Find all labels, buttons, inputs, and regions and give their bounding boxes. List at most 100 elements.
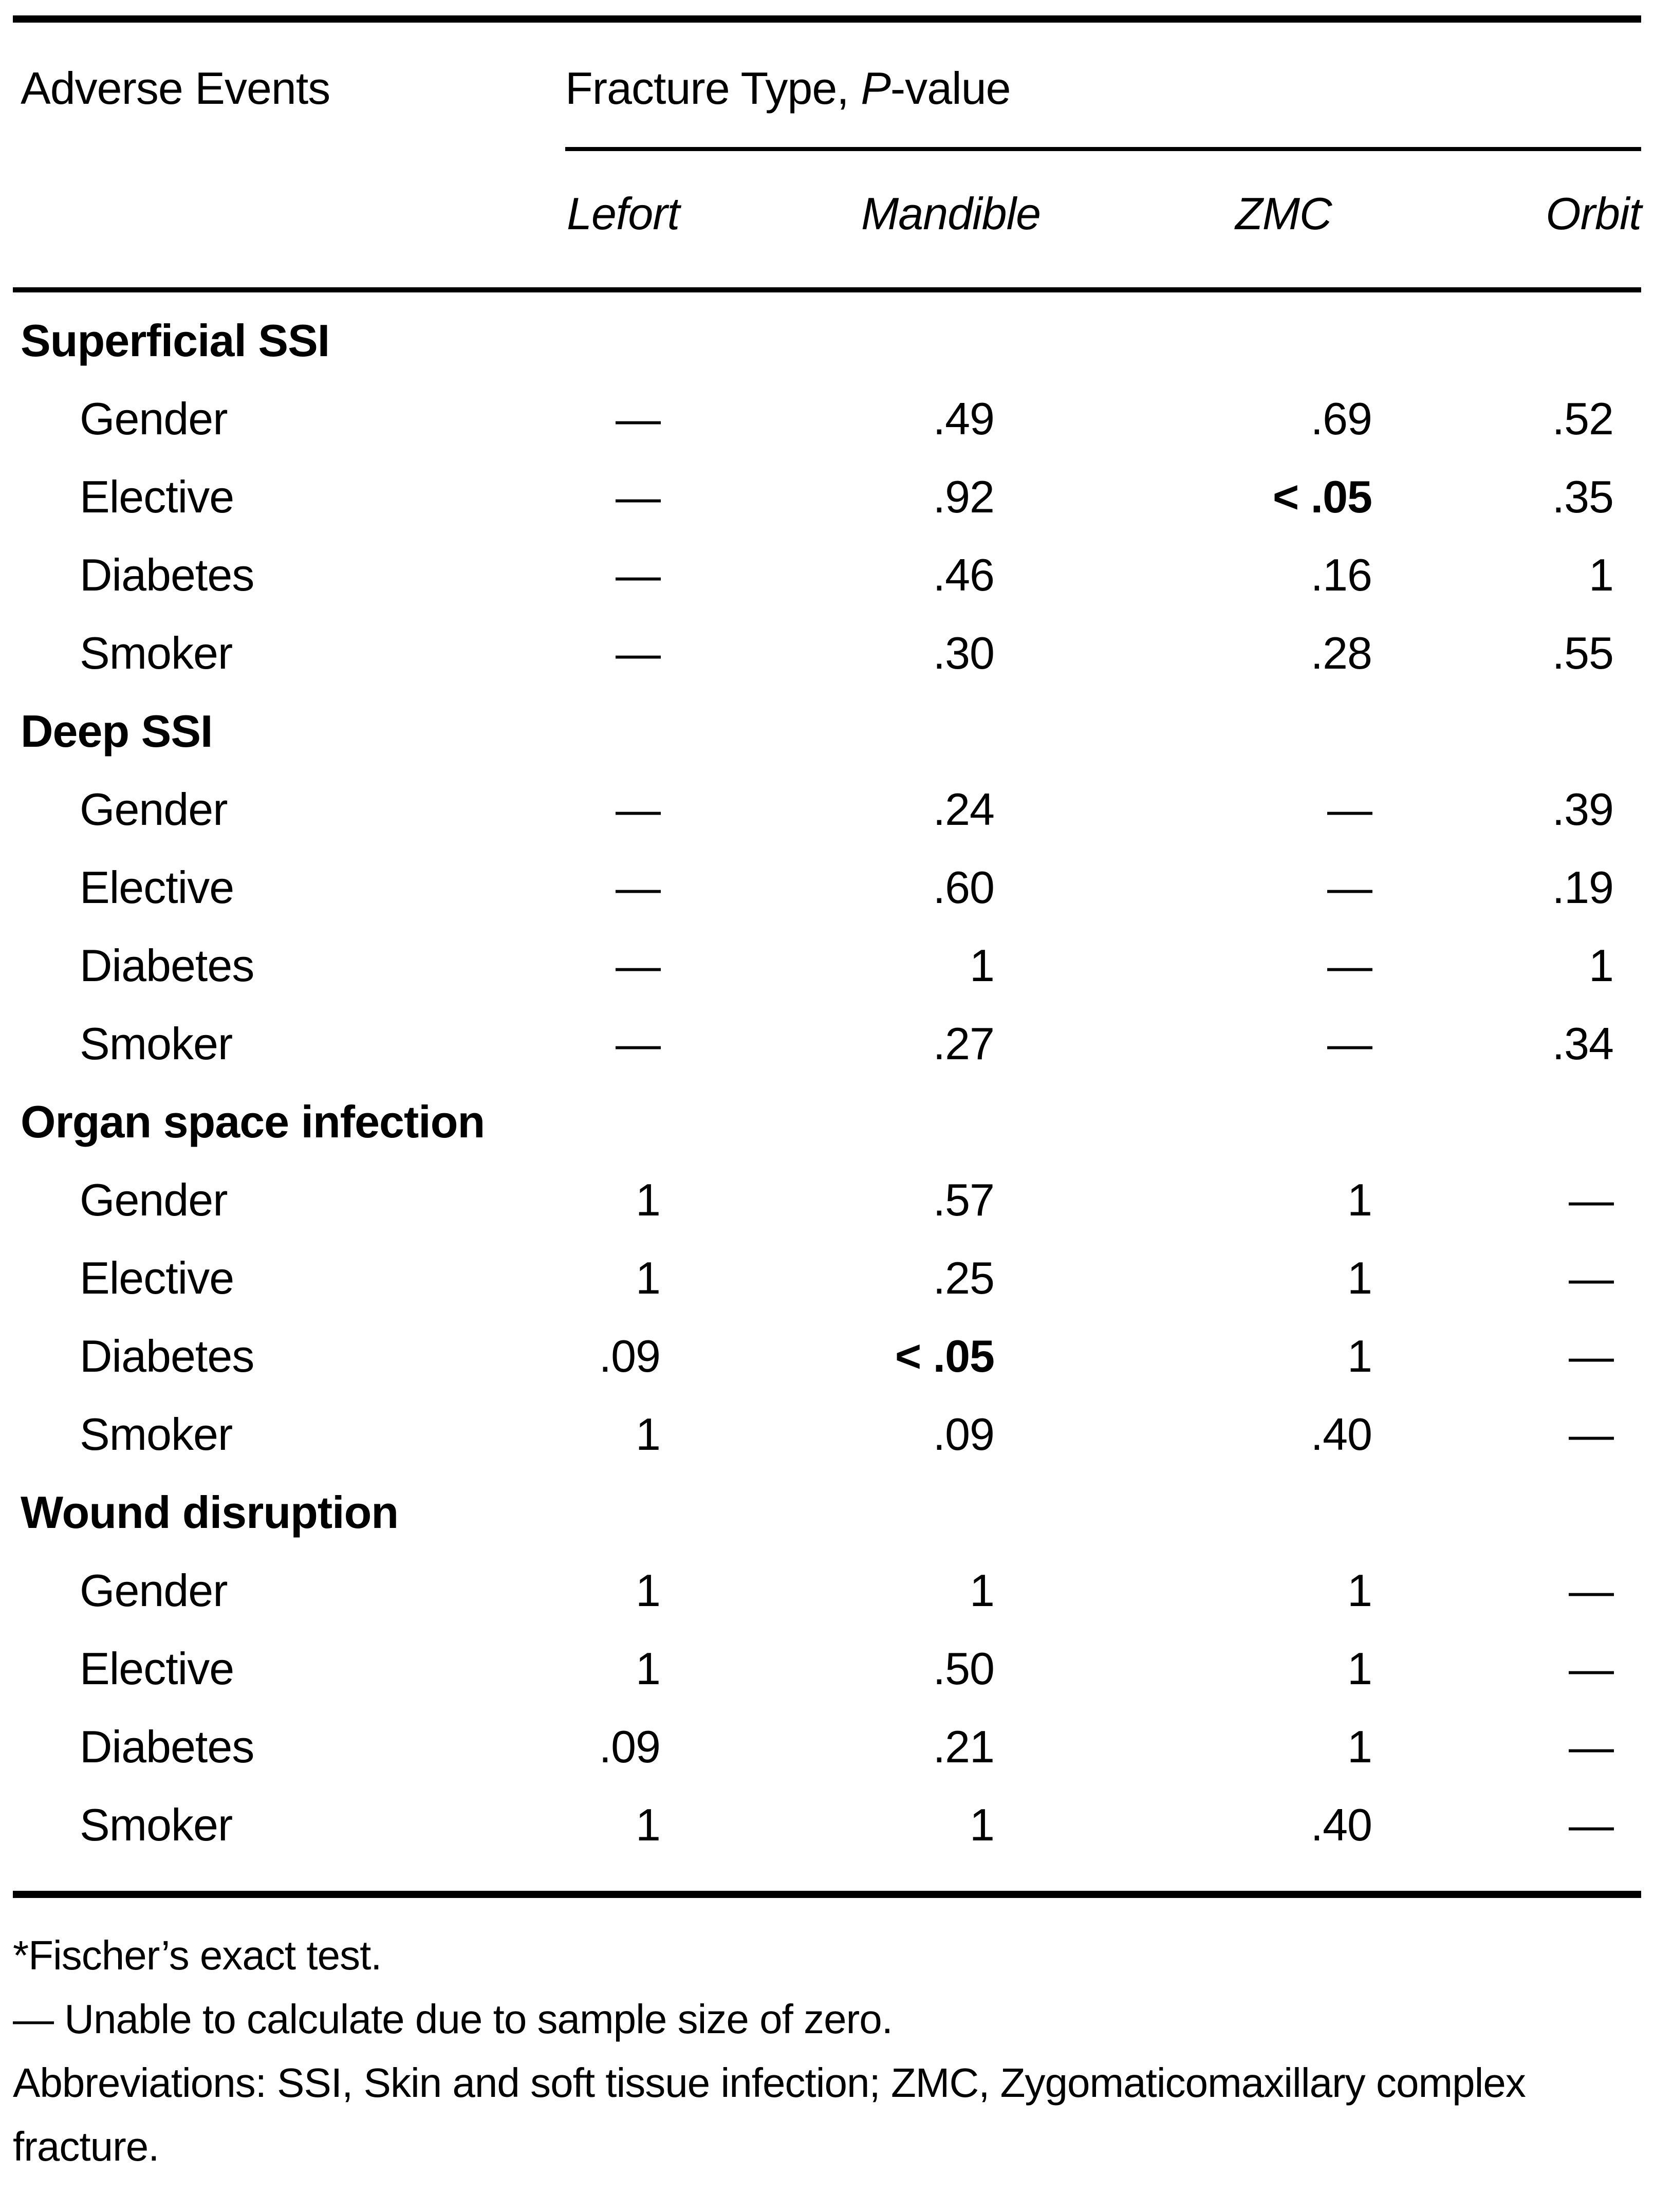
- cell-value-lefort: —: [616, 784, 661, 835]
- cell-value-orbit: 1: [1589, 549, 1614, 600]
- table-row: Gender — .24 — .39: [13, 770, 1641, 849]
- column-header-mandible: Mandible: [861, 188, 1041, 239]
- cell-value-lefort: —: [616, 1018, 661, 1069]
- cell-value-lefort: —: [616, 862, 661, 913]
- fracture-type-prefix: Fracture Type,: [565, 63, 861, 114]
- cell-value-mandible: 1: [970, 1799, 995, 1850]
- section-header: Superficial SSI: [21, 315, 330, 366]
- column-header-lefort: Lefort: [567, 188, 680, 239]
- row-label: Gender: [80, 1565, 228, 1616]
- cell-value-mandible: .27: [933, 1018, 995, 1069]
- cell-value-zmc: .28: [1310, 628, 1372, 678]
- column-header-orbit: Orbit: [1546, 188, 1642, 239]
- row-label: Smoker: [80, 1409, 233, 1460]
- cell-value-lefort: —: [616, 393, 661, 444]
- table-row: Elective 1 .50 1 —: [13, 1630, 1641, 1708]
- cell-value-mandible: .49: [933, 393, 995, 444]
- horizontal-rule-top: [13, 15, 1641, 23]
- fracture-type-p-italic: P: [861, 63, 891, 114]
- cell-value-orbit: .39: [1552, 784, 1614, 835]
- cell-value-mandible: < .05: [895, 1331, 995, 1381]
- section-header: Wound disruption: [21, 1487, 399, 1538]
- row-label: Smoker: [80, 1018, 233, 1069]
- row-label: Gender: [80, 784, 228, 835]
- column-headers-row: Lefort Mandible ZMC Orbit: [13, 188, 1642, 239]
- cell-value-lefort: .09: [599, 1721, 661, 1772]
- section-row: Superficial SSI: [13, 302, 1641, 380]
- section-header: Organ space infection: [21, 1096, 485, 1147]
- table-row: Gender 1 .57 1 —: [13, 1161, 1641, 1239]
- footnote-line: — Unable to calculate due to sample size…: [13, 1996, 893, 2042]
- table-row: Diabetes — .46 .16 1: [13, 536, 1641, 614]
- table-row: Elective — .92 < .05 .35: [13, 458, 1641, 536]
- cell-value-mandible: .46: [933, 549, 995, 600]
- cell-value-zmc: —: [1327, 862, 1372, 913]
- cell-value-zmc: < .05: [1272, 471, 1372, 522]
- cell-value-mandible: .24: [933, 784, 995, 835]
- table-row: Elective — .60 — .19: [13, 849, 1641, 927]
- cell-value-orbit: —: [1569, 1252, 1614, 1303]
- cell-value-orbit: .19: [1552, 862, 1614, 913]
- cell-value-mandible: .50: [933, 1643, 995, 1694]
- table-row: Diabetes .09 < .05 1 —: [13, 1317, 1641, 1395]
- section-row: Wound disruption: [13, 1473, 1641, 1552]
- cell-value-lefort: 1: [636, 1252, 661, 1303]
- cell-value-mandible: 1: [970, 940, 995, 991]
- cell-value-lefort: .09: [599, 1331, 661, 1381]
- cell-value-zmc: .40: [1310, 1409, 1372, 1460]
- cell-value-orbit: —: [1569, 1174, 1614, 1225]
- row-label: Elective: [80, 1252, 234, 1303]
- cell-value-zmc: 1: [1347, 1565, 1372, 1616]
- table-row: Diabetes — 1 — 1: [13, 927, 1641, 1005]
- cell-value-zmc: —: [1327, 1018, 1372, 1069]
- cell-value-zmc: .69: [1310, 393, 1372, 444]
- cell-value-orbit: —: [1569, 1643, 1614, 1694]
- cell-value-mandible: 1: [970, 1565, 995, 1616]
- cell-value-mandible: .30: [933, 628, 995, 678]
- cell-value-orbit: .55: [1552, 628, 1614, 678]
- cell-value-zmc: 1: [1347, 1721, 1372, 1772]
- table-footnotes: *Fischer’s exact test. — Unable to calcul…: [13, 1924, 1641, 2179]
- table-row: Gender — .49 .69 .52: [13, 380, 1641, 458]
- section-header: Deep SSI: [21, 706, 213, 757]
- cell-value-orbit: —: [1569, 1799, 1614, 1850]
- cell-value-mandible: .57: [933, 1174, 995, 1225]
- fracture-type-suffix: -value: [890, 63, 1011, 114]
- row-label: Smoker: [80, 1799, 233, 1850]
- fracture-type-header: Fracture Type, P-value: [565, 63, 1641, 114]
- row-label: Diabetes: [80, 940, 254, 991]
- cell-value-orbit: —: [1569, 1331, 1614, 1381]
- horizontal-rule-under-headers: [13, 287, 1641, 292]
- cell-value-lefort: —: [616, 628, 661, 678]
- row-label: Diabetes: [80, 549, 254, 600]
- adverse-events-header: Adverse Events: [21, 63, 330, 114]
- cell-value-orbit: .35: [1552, 471, 1614, 522]
- cell-value-zmc: 1: [1347, 1252, 1372, 1303]
- paper-table-page: Adverse Events Fracture Type, P-value Le…: [0, 15, 1654, 2212]
- cell-value-lefort: —: [616, 549, 661, 600]
- cell-value-lefort: 1: [636, 1409, 661, 1460]
- row-label: Diabetes: [80, 1331, 254, 1381]
- table-row: Elective 1 .25 1 —: [13, 1239, 1641, 1317]
- table-body: Superficial SSI Gender — .49 .69 .52 Elective —…: [13, 302, 1641, 1864]
- cell-value-lefort: —: [616, 471, 661, 522]
- cell-value-orbit: —: [1569, 1565, 1614, 1616]
- footnote-line: *Fischer’s exact test.: [13, 1932, 382, 1978]
- cell-value-mandible: .21: [933, 1721, 995, 1772]
- cell-value-orbit: .34: [1552, 1018, 1614, 1069]
- column-header-zmc: ZMC: [1235, 188, 1332, 239]
- table-row: Diabetes .09 .21 1 —: [13, 1708, 1641, 1786]
- cell-value-lefort: 1: [636, 1799, 661, 1850]
- cell-value-lefort: 1: [636, 1565, 661, 1616]
- horizontal-rule-under-span-header: [565, 147, 1641, 151]
- cell-value-mandible: .60: [933, 862, 995, 913]
- horizontal-rule-bottom: [13, 1891, 1641, 1898]
- section-row: Deep SSI: [13, 692, 1641, 770]
- cell-value-zmc: 1: [1347, 1331, 1372, 1381]
- cell-value-zmc: 1: [1347, 1174, 1372, 1225]
- row-label: Elective: [80, 1643, 234, 1694]
- cell-value-orbit: 1: [1589, 940, 1614, 991]
- cell-value-zmc: .40: [1310, 1799, 1372, 1850]
- cell-value-lefort: 1: [636, 1643, 661, 1694]
- cell-value-zmc: —: [1327, 784, 1372, 835]
